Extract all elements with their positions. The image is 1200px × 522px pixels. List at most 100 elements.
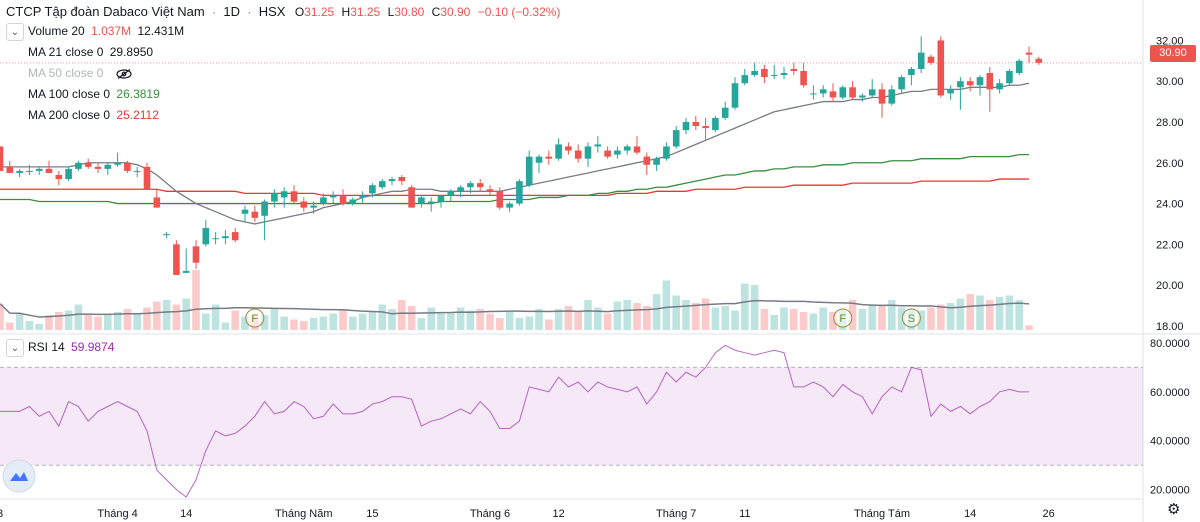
ma21-legend[interactable]: MA 21 close 0 29.8950 (28, 45, 156, 59)
candle-body (104, 164, 112, 169)
volume-bar (0, 303, 4, 330)
ma200-legend[interactable]: MA 200 close 0 25.2112 (28, 108, 162, 122)
volume-bar (741, 283, 749, 330)
volume-bar (74, 304, 83, 330)
candle-body (320, 197, 327, 204)
rsi-band (0, 366, 1143, 466)
candle-body (849, 87, 856, 98)
candle-body (692, 121, 700, 127)
volume-bar (545, 319, 553, 330)
candle-body (917, 52, 925, 69)
open-label: O (294, 5, 305, 19)
candle-body (486, 189, 494, 192)
volume-value-2: 12.431M (137, 24, 185, 38)
collapse-rsi-button[interactable]: ⌄ (6, 339, 24, 357)
candle-body (986, 73, 994, 90)
time-tick-label: 14 (964, 508, 976, 520)
volume-bar (211, 304, 220, 330)
candle-body (329, 195, 337, 198)
volume-bar (692, 303, 700, 330)
collapse-indicators-button[interactable]: ⌄ (6, 23, 24, 41)
volume-bar (437, 313, 445, 330)
time-tick-label: Tháng 7 (656, 508, 696, 520)
ma50-legend[interactable]: MA 50 close 0 (28, 66, 132, 80)
time-tick-label: Tháng 4 (97, 508, 137, 520)
volume-bar (917, 310, 925, 330)
candle-body (6, 166, 14, 173)
candle-body (261, 201, 268, 216)
moving-averages (0, 82, 1030, 225)
candle-body (800, 70, 807, 86)
volume-bar (594, 307, 602, 330)
volume-bar (476, 309, 484, 330)
time-tick-label: Tháng 6 (470, 508, 510, 520)
candle-body (231, 232, 239, 241)
price-tick-label: 32.00 (1156, 35, 1184, 47)
volume-bar (153, 301, 161, 330)
candle-body (202, 228, 210, 245)
interval[interactable]: 1D (223, 4, 241, 19)
candle-body (506, 203, 513, 208)
eye-hidden-icon[interactable] (116, 68, 132, 79)
candle-body (996, 83, 1003, 90)
rsi-tick-label: 60.0000 (1150, 387, 1190, 399)
time-tick-label: 26 (1042, 508, 1054, 520)
candle-body (1006, 70, 1013, 84)
volume-bar (466, 310, 475, 330)
volume-ma-line (0, 299, 1030, 318)
rsi-legend[interactable]: RSI 14 59.9874 (28, 340, 117, 354)
volume-bar (280, 316, 288, 330)
gear-icon[interactable]: ⚙ (1167, 501, 1181, 518)
ma21-label: MA 21 close 0 (28, 45, 104, 59)
volume-bar (162, 300, 171, 330)
volume-bar (1025, 325, 1033, 330)
candle-body (408, 187, 415, 208)
volume-bar (329, 313, 337, 330)
volume-ma-polyline (0, 299, 1030, 318)
candle-body (35, 168, 43, 171)
candle-body (369, 185, 376, 194)
volume-bar (956, 298, 965, 330)
candle-body (966, 81, 974, 86)
ma100-legend[interactable]: MA 100 close 0 26.3819 (28, 87, 163, 101)
volume-bar (790, 309, 798, 330)
time-tick-label: Tháng Tám (854, 508, 910, 520)
candle-body (212, 238, 219, 240)
candle-body (388, 179, 396, 182)
candle-body (251, 211, 259, 218)
volume-bar (976, 295, 984, 330)
volume-bar (868, 304, 876, 330)
rsi-line (0, 344, 1029, 498)
candle-body (222, 236, 229, 239)
volume-bar (721, 306, 729, 330)
volume-bar (64, 310, 73, 330)
candle-body (565, 146, 572, 151)
ma200-line (0, 178, 1029, 197)
volume-bar (202, 313, 210, 330)
candle-body (339, 195, 347, 204)
candle-body (0, 146, 4, 171)
candle-body (908, 68, 915, 76)
volume-bar (701, 298, 710, 330)
symbol-name[interactable]: CTCP Tập đoàn Dabaco Việt Nam (6, 4, 205, 19)
ma100-label: MA 100 close 0 (28, 87, 111, 101)
volume-legend[interactable]: Volume 20 1.037M 12.431M (28, 24, 187, 38)
event-marker-label: S (908, 313, 915, 325)
candle-body (761, 68, 768, 78)
low-value: 30.80 (394, 5, 425, 19)
candle-body (770, 75, 778, 77)
ma50-label: MA 50 close 0 (28, 66, 104, 80)
candle-body (839, 87, 847, 98)
time-tick-label: 15 (366, 508, 378, 520)
candle-body (976, 77, 984, 86)
volume-bar (417, 318, 426, 330)
candle-body (65, 168, 72, 180)
rsi-value: 59.9874 (71, 340, 115, 354)
event-marker-label: F (839, 313, 846, 325)
tradingview-logo[interactable] (2, 459, 36, 493)
candle-body (1025, 52, 1033, 55)
volume-bar (554, 309, 563, 330)
volume-bar (6, 322, 14, 330)
ma21-line (0, 82, 1030, 225)
